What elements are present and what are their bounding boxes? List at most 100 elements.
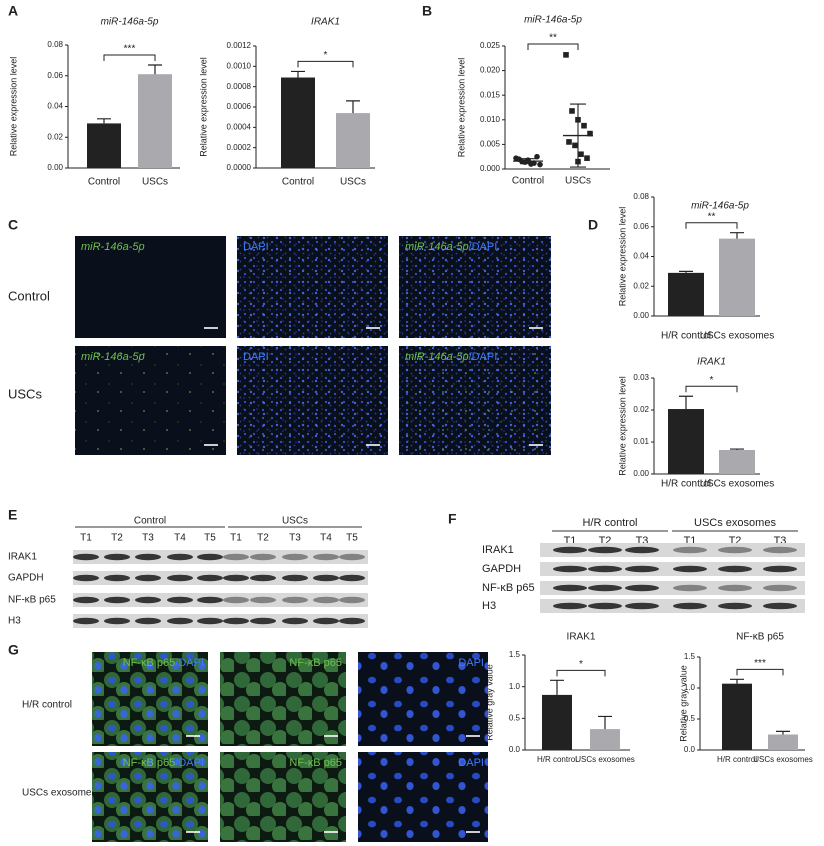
- blot-band: [673, 602, 707, 610]
- y-tick-label: 0.01: [633, 437, 649, 446]
- bar: [722, 683, 752, 750]
- x-tick-label: USCs exosomes: [575, 755, 635, 764]
- blot-band: [223, 596, 249, 604]
- micrograph-texture: [220, 652, 346, 746]
- channel-label-part: miR-146a-5p: [405, 351, 469, 363]
- y-axis-label: Relative gray value: [678, 665, 688, 742]
- error-bar: [148, 64, 162, 75]
- lane-label: T2: [257, 533, 269, 544]
- blot-band: [197, 617, 223, 625]
- significance-bracket: [556, 669, 606, 677]
- x-tick-label: USCs: [340, 177, 366, 188]
- blot-band: [313, 574, 339, 582]
- y-axis-label: Relative expression level: [456, 58, 466, 158]
- error-bar: [346, 100, 360, 114]
- micrograph-texture: [358, 652, 488, 746]
- bar: [768, 734, 798, 750]
- group-label: H/R control: [582, 517, 637, 529]
- blot-row-label: GAPDH: [482, 563, 521, 575]
- y-axis-label: Relative gray value: [484, 664, 494, 741]
- panel-letter: A: [8, 3, 18, 19]
- group-label: USCs exosomes: [694, 517, 776, 529]
- channel-label-part: miR-146a-5p: [81, 351, 145, 363]
- blot-band: [673, 546, 707, 554]
- lane-label: T1: [80, 533, 92, 544]
- row-label: H/R control: [22, 700, 72, 711]
- error-bar: [776, 730, 790, 735]
- channel-label: DAPI: [243, 351, 269, 363]
- y-tick-label: 0.0006: [227, 102, 252, 111]
- error-bar: [97, 118, 111, 124]
- lane-label: T4: [320, 533, 332, 544]
- blot-band: [553, 584, 587, 592]
- x-tick-label: USCs exosomes: [700, 479, 774, 490]
- y-tick-label: 0.0: [684, 745, 696, 754]
- blot-band: [197, 574, 223, 582]
- panel-letter: E: [8, 507, 17, 523]
- chart-title: IRAK1: [311, 17, 340, 28]
- row-label: USCs: [8, 386, 42, 401]
- group-label: USCs: [282, 516, 308, 527]
- x-tick-label: USCs: [565, 176, 591, 187]
- channel-label: miR-146a-5p: [81, 241, 145, 253]
- row-label: USCs exosomes: [22, 788, 96, 799]
- blot-band: [625, 584, 659, 592]
- y-tick-label: 0.025: [480, 41, 501, 50]
- blot-band: [197, 553, 223, 561]
- point: [537, 161, 543, 168]
- blot-band: [625, 565, 659, 573]
- y-tick-label: 0.06: [633, 222, 649, 231]
- micrograph-texture: [399, 346, 551, 455]
- bar: [668, 409, 704, 474]
- blot-band: [673, 565, 707, 573]
- y-axis-label: Relative expression level: [8, 57, 18, 157]
- blot-band: [339, 617, 365, 625]
- x-tick-label: H/R control: [537, 755, 577, 764]
- point: [584, 155, 590, 161]
- y-tick-label: 0.0010: [227, 61, 252, 70]
- y-tick-label: 0.5: [509, 713, 521, 722]
- error-bar: [679, 270, 693, 273]
- blot-row-label: H3: [8, 616, 21, 627]
- blot-strip: [540, 562, 805, 576]
- point: [587, 130, 593, 137]
- y-tick-label: 0.00: [47, 163, 63, 172]
- y-tick-label: 0.03: [633, 373, 649, 382]
- y-tick-label: 0.0004: [227, 122, 252, 131]
- y-tick-label: 0.0000: [227, 163, 252, 172]
- x-tick-label: Control: [88, 177, 120, 188]
- blot-row-label: H3: [482, 600, 496, 612]
- channel-label-part: DAPI: [458, 757, 484, 769]
- blot-row-label: NF-κB p65: [8, 595, 56, 606]
- significance-label: *: [324, 50, 328, 61]
- row-label: Control: [8, 288, 50, 303]
- channel-label-part: DAPI: [243, 351, 269, 363]
- blot-band: [718, 602, 752, 610]
- blot-band: [250, 617, 276, 625]
- channel-label: NF-κB p65/DAPI: [123, 757, 204, 769]
- y-tick-label: 1.5: [684, 652, 696, 661]
- micrograph-texture: [92, 652, 208, 746]
- error-bar: [730, 678, 744, 684]
- y-tick-label: 0.010: [480, 115, 501, 124]
- lane-label: T2: [111, 533, 123, 544]
- y-tick-label: 1.0: [509, 682, 521, 691]
- micrograph-texture: [358, 752, 488, 842]
- y-tick-label: 0.0002: [227, 143, 252, 152]
- channel-label-part: NF-κB p65: [289, 757, 342, 769]
- significance-label: ***: [754, 658, 766, 669]
- panel-letter: C: [8, 217, 18, 233]
- blot-band: [223, 617, 249, 625]
- channel-label: DAPI: [243, 241, 269, 253]
- point: [534, 153, 540, 160]
- y-tick-label: 0.020: [480, 66, 501, 75]
- channel-label-part: miR-146a-5p: [405, 241, 469, 253]
- x-tick-label: H/R control: [717, 755, 757, 764]
- blot-band: [339, 553, 365, 561]
- lane-label: T3: [289, 533, 301, 544]
- error-bar: [730, 232, 744, 239]
- y-tick-label: 0.0: [509, 745, 521, 754]
- channel-label: NF-κB p65: [289, 657, 342, 669]
- bar: [590, 729, 620, 750]
- y-tick-label: 0.00: [633, 469, 649, 478]
